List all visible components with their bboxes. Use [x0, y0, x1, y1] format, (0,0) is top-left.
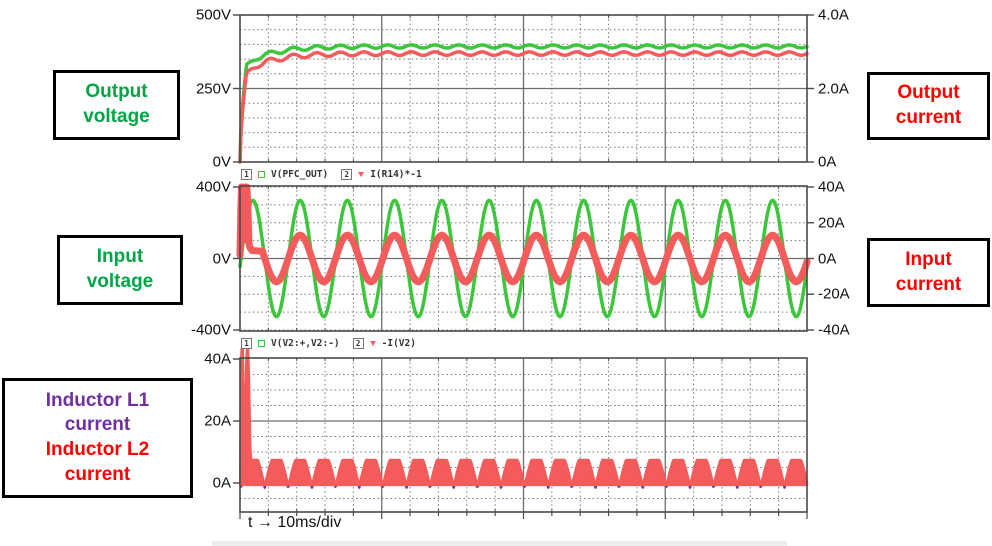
y-axis-tick-label: 0A: [212, 474, 231, 492]
time-axis-label: t → 10ms/div: [248, 514, 342, 531]
trace-number-badge: 2: [341, 169, 353, 180]
y-axis-tick-label: 20A: [204, 412, 231, 430]
label-line: current: [64, 414, 131, 436]
y-axis-tick-label: 0V: [212, 153, 231, 171]
output-current-label-box: Output current: [867, 72, 990, 140]
label-line: voltage: [83, 106, 150, 127]
output-voltage-label-box: Output voltage: [53, 70, 180, 140]
label-line: Output: [897, 82, 960, 104]
y-axis-tick-label: 0A: [818, 153, 837, 171]
input-current-label-box: Input current: [867, 238, 990, 307]
y-axis-tick-label: -400V: [190, 321, 231, 339]
trace-label: -I(V2): [381, 338, 416, 349]
square-marker-icon: [258, 340, 265, 347]
y-axis-tick-label: -20A: [818, 285, 850, 303]
y-axis-tick-label: 0V: [212, 250, 231, 267]
legend-output-plot: 1 V(PFC_OUT) 2 I(R14)*-1: [241, 168, 422, 181]
y-axis-tick-label: 2.0A: [818, 80, 849, 97]
label-line: Output: [85, 81, 148, 103]
series--i-v2-: [236, 183, 811, 286]
y-axis-tick-label: 40A: [204, 350, 231, 368]
triangle-marker-icon: [369, 341, 376, 346]
inductor-current-label-box: Inductor L1 current Inductor L2 current: [2, 378, 193, 498]
trace-number-badge: 1: [241, 169, 252, 180]
inductor-plot: [233, 347, 809, 519]
trace-number-badge: 2: [352, 338, 364, 349]
series-i-r14-1: [238, 50, 809, 164]
output-plot: [233, 14, 814, 164]
trace-label: I(R14)*-1: [370, 169, 422, 180]
trace-label: V(V2:+,V2:-): [271, 338, 340, 349]
square-marker-icon: [258, 171, 265, 178]
triangle-marker-icon: [358, 172, 365, 177]
y-axis-tick-label: 20A: [818, 214, 845, 232]
label-line: current: [895, 273, 962, 295]
label-line: Input: [905, 248, 952, 270]
label-line: Input: [96, 246, 144, 268]
trace-number-badge: 1: [241, 338, 252, 349]
y-axis-tick-label: 250V: [195, 80, 231, 97]
y-axis-tick-label: 0A: [818, 250, 837, 267]
y-axis-tick-label: -40A: [818, 321, 850, 339]
input-voltage-label-box: Input voltage: [57, 235, 183, 305]
y-axis-tick-label: 40A: [818, 178, 845, 196]
series-inductor-l2-current: [239, 347, 808, 487]
label-line: current: [64, 463, 131, 485]
y-axis-tick-label: 400V: [195, 178, 231, 196]
series-v-pfc-out-: [238, 43, 809, 164]
legend-input-plot: 1 V(V2:+,V2:-) 2 -I(V2): [241, 337, 416, 350]
cropped-legend-strip: [212, 541, 787, 546]
label-line: voltage: [86, 271, 154, 292]
label-line: current: [895, 107, 962, 128]
label-line: Inductor L1: [45, 389, 150, 411]
label-line: Inductor L2: [45, 439, 150, 460]
input-plot: [233, 183, 814, 332]
trace-label: V(PFC_OUT): [271, 169, 329, 180]
y-axis-tick-label: 4.0A: [818, 6, 849, 24]
y-axis-tick-label: 500V: [195, 6, 231, 24]
